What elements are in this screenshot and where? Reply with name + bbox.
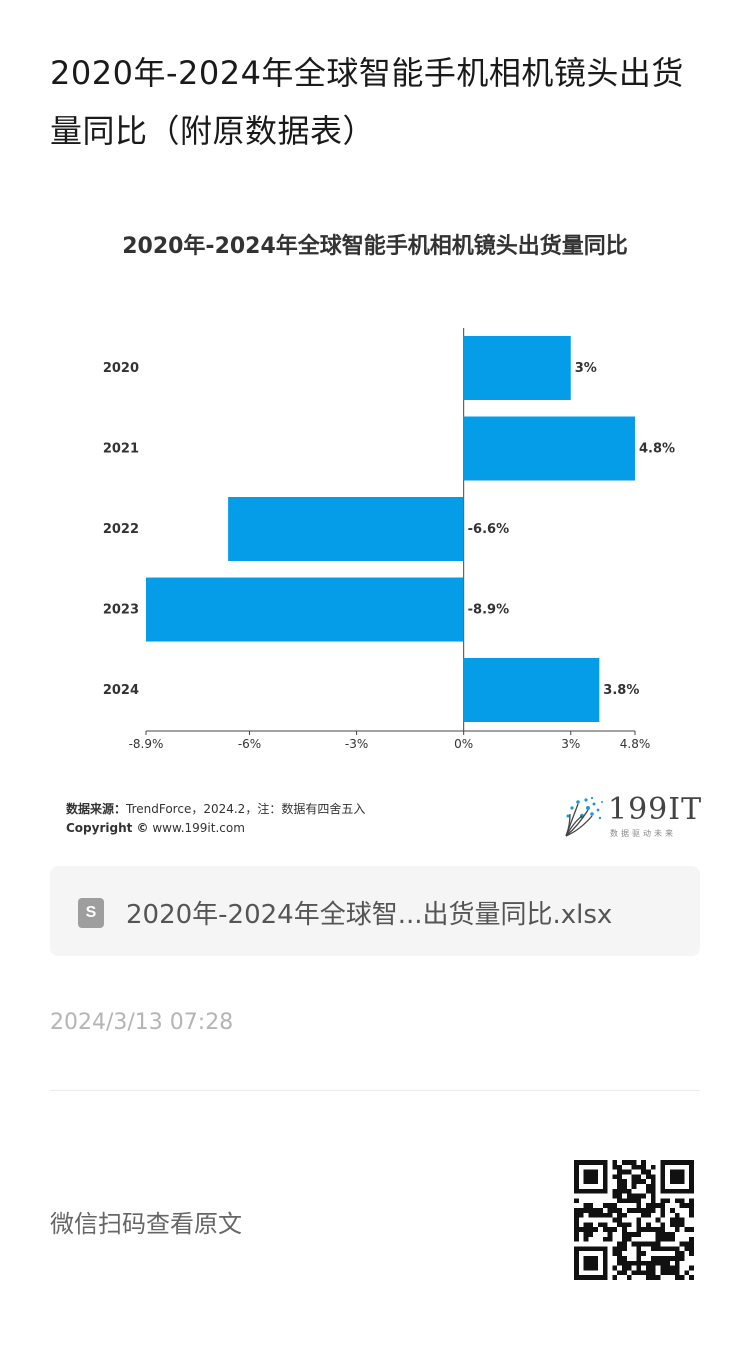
bar-2021 <box>463 416 635 481</box>
x-tick-label: -6% <box>238 737 261 751</box>
logo-subtitle: 数据驱动未来 <box>610 829 676 838</box>
publish-timestamp: 2024/3/13 07:28 <box>50 1010 234 1035</box>
data-label-2022: -6.6% <box>468 522 509 537</box>
bar-2022 <box>228 497 464 561</box>
x-tick-label: 3% <box>561 737 580 751</box>
source-text: TrendForce，2024.2，注：数据有四舍五入 <box>126 802 366 816</box>
logo-199it: 199IT 数据驱动未来 <box>558 792 701 842</box>
source-label: 数据来源： <box>66 802 127 816</box>
attachment-file-name[interactable]: 2020年-2024年全球智...出货量同比.xlsx <box>126 900 613 930</box>
data-label-2023: -8.9% <box>468 603 509 618</box>
copyright-note: Copyright © www.199it.com <box>66 821 245 835</box>
data-label-2021: 4.8% <box>639 442 675 457</box>
copyright-label: Copyright © <box>66 821 149 835</box>
category-label-2021: 2021 <box>103 442 139 457</box>
divider <box>50 1090 700 1091</box>
bar-2020 <box>463 336 571 400</box>
data-label-2020: 3% <box>575 361 597 376</box>
bar-chart: 2020 3% 2021 4.8% 2022 -6.6% 2023 -8.9% 2024 3.8%… <box>103 328 675 751</box>
qr-code-icon[interactable] <box>574 1160 694 1280</box>
attachment-card[interactable]: S 2020年-2024年全球智...出货量同比.xlsx <box>50 866 700 956</box>
spreadsheet-file-icon: S <box>78 898 104 928</box>
logo-text: 199IT <box>608 792 703 827</box>
category-label-2023: 2023 <box>103 603 139 618</box>
category-label-2024: 2024 <box>103 683 139 698</box>
category-label-2020: 2020 <box>103 361 139 376</box>
data-label-2024: 3.8% <box>603 683 639 698</box>
copyright-text: www.199it.com <box>148 821 245 835</box>
scan-prompt: 微信扫码查看原文 <box>50 1210 242 1238</box>
source-note: 数据来源：TrendForce，2024.2，注：数据有四舍五入 <box>66 800 365 817</box>
chart-card: 2020年-2024年全球智能手机相机镜头出货量同比 2020 3% 2021 4.8… <box>0 200 750 860</box>
x-tick-label: 0% <box>454 737 473 751</box>
dandelion-logo-icon <box>565 796 603 837</box>
x-tick-label: 4.8% <box>620 737 651 751</box>
chart-title: 2020年-2024年全球智能手机相机镜头出货量同比 <box>122 234 628 259</box>
x-tick-label: -8.9% <box>129 737 164 751</box>
x-tick-label: -3% <box>345 737 368 751</box>
bar-2024 <box>463 658 600 722</box>
bar-2023 <box>146 577 464 642</box>
page-title: 2020年-2024年全球智能手机相机镜头出货量同比（附原数据表） <box>50 54 684 150</box>
category-label-2022: 2022 <box>103 522 139 537</box>
